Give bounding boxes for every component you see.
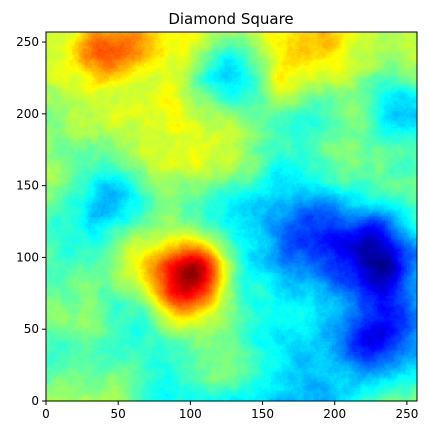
x-tick-label: 150 bbox=[251, 407, 274, 421]
y-tick-label: 200 bbox=[16, 107, 39, 121]
x-tick-label: 250 bbox=[395, 407, 418, 421]
x-tick-label: 200 bbox=[323, 407, 346, 421]
y-tick-label: 100 bbox=[16, 250, 39, 264]
y-tick-label: 50 bbox=[24, 322, 39, 336]
y-tick-label: 250 bbox=[16, 35, 39, 49]
chart-title: Diamond Square bbox=[168, 10, 293, 28]
x-axis: 0 50 100 150 200 250 bbox=[42, 401, 418, 421]
y-tick-label: 0 bbox=[31, 394, 39, 408]
x-tick-label: 0 bbox=[42, 407, 50, 421]
y-tick-label: 150 bbox=[16, 179, 39, 193]
x-tick-label: 50 bbox=[111, 407, 126, 421]
x-tick-label: 100 bbox=[179, 407, 202, 421]
heatmap-image bbox=[46, 32, 417, 401]
y-axis: 0 50 100 150 200 250 bbox=[16, 35, 46, 408]
plot-frame bbox=[45, 31, 418, 402]
